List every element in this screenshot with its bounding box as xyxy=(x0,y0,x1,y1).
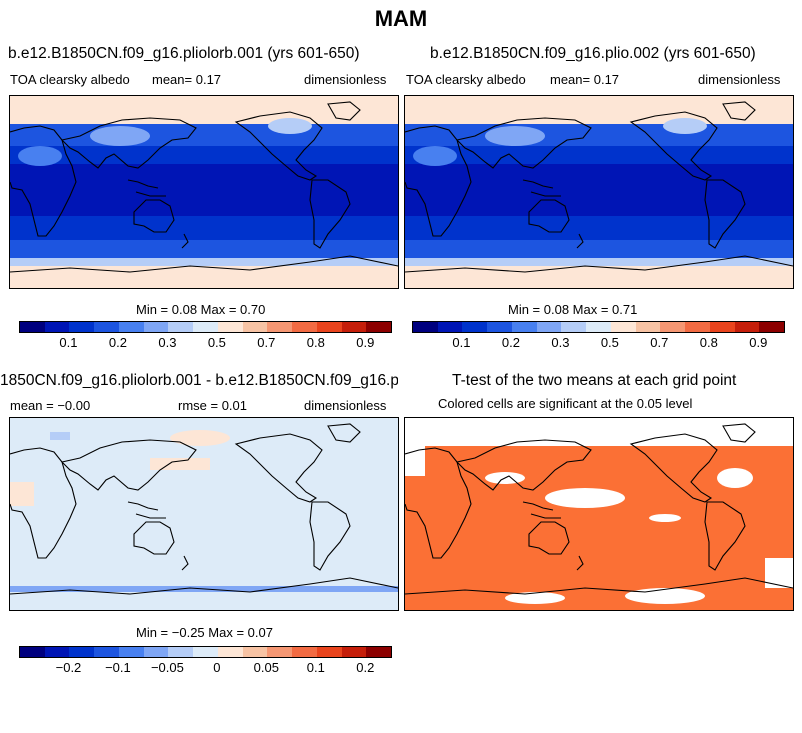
colorbar-swatch xyxy=(168,322,194,332)
colorbar-swatch xyxy=(193,647,218,657)
colorbar-tick-label: 0.2 xyxy=(501,335,520,350)
panel-1-title: b.e12.B1850CN.f09_g16.pliolorb.001 (yrs … xyxy=(8,45,360,62)
colorbar-swatch xyxy=(217,322,243,332)
colorbar-swatch xyxy=(586,322,611,332)
colorbar-swatch xyxy=(610,322,636,332)
colorbar-tick-label: 0.7 xyxy=(650,335,669,350)
colorbar-tick-label: 0.5 xyxy=(207,335,226,350)
colorbar-swatch xyxy=(217,647,243,657)
colorbar-swatch xyxy=(69,322,95,332)
panel-2-colorbar xyxy=(412,321,785,333)
colorbar-swatch xyxy=(316,322,342,332)
colorbar-swatch xyxy=(242,322,268,332)
colorbar-swatch xyxy=(341,647,367,657)
panel-1-map xyxy=(9,95,399,289)
colorbar-tick-label: 0.2 xyxy=(108,335,127,350)
colorbar-tick-label: −0.05 xyxy=(150,660,184,675)
colorbar-swatch xyxy=(413,322,438,332)
colorbar-swatch xyxy=(292,647,317,657)
colorbar-swatch xyxy=(316,647,342,657)
colorbar-tick-label: 0.2 xyxy=(356,660,375,675)
colorbar-swatch xyxy=(437,322,463,332)
colorbar-swatch xyxy=(44,322,70,332)
colorbar-swatch xyxy=(536,322,562,332)
panel-1-units-label: dimensionless xyxy=(304,72,387,87)
panel-2-map xyxy=(404,95,794,289)
colorbar-swatch xyxy=(94,647,119,657)
colorbar-swatch xyxy=(118,647,144,657)
panel-1-min-max: Min = 0.08 Max = 0.70 xyxy=(136,302,266,317)
panel-2-min-max: Min = 0.08 Max = 0.71 xyxy=(508,302,638,317)
colorbar-swatch xyxy=(143,647,169,657)
colorbar-swatch xyxy=(487,322,512,332)
panel-2-mean-label: mean= 0.17 xyxy=(550,72,620,87)
colorbar-swatch xyxy=(366,647,392,657)
colorbar-swatch xyxy=(292,322,317,332)
colorbar-swatch xyxy=(44,647,70,657)
colorbar-tick-label: 0.8 xyxy=(699,335,718,350)
colorbar-tick-label: 0.1 xyxy=(306,660,325,675)
colorbar-swatch xyxy=(511,322,537,332)
colorbar-swatch xyxy=(660,322,686,332)
panel-3-rmse-label: rmse = 0.01 xyxy=(178,398,248,413)
colorbar-tick-label: 0.9 xyxy=(749,335,768,350)
colorbar-tick-label: 0.1 xyxy=(452,335,471,350)
panel-1-mean-label: mean= 0.17 xyxy=(152,72,222,87)
colorbar-swatch xyxy=(94,322,119,332)
panel-3-colorbar xyxy=(19,646,392,658)
colorbar-swatch xyxy=(242,647,268,657)
panel-3-min-max: Min = −0.25 Max = 0.07 xyxy=(136,625,273,640)
colorbar-swatch xyxy=(561,322,587,332)
colorbar-tick-label: 0.05 xyxy=(253,660,279,675)
colorbar-swatch xyxy=(759,322,785,332)
colorbar-swatch xyxy=(462,322,488,332)
colorbar-tick-label: 0.7 xyxy=(257,335,276,350)
colorbar-swatch xyxy=(168,647,194,657)
colorbar-tick-label: −0.1 xyxy=(105,660,131,675)
colorbar-swatch xyxy=(20,647,45,657)
colorbar-swatch xyxy=(20,322,45,332)
panel-3-map xyxy=(9,417,399,611)
colorbar-swatch xyxy=(734,322,760,332)
colorbar-tick-label: 0.3 xyxy=(551,335,570,350)
colorbar-swatch xyxy=(118,322,144,332)
colorbar-swatch xyxy=(635,322,661,332)
colorbar-tick-label: −0.2 xyxy=(55,660,82,675)
panel-4-map xyxy=(404,417,794,611)
panel-1-colorbar xyxy=(19,321,392,333)
colorbar-swatch xyxy=(709,322,735,332)
colorbar-swatch xyxy=(69,647,95,657)
colorbar-swatch xyxy=(193,322,218,332)
panel-1-variable-label: TOA clearsky albedo xyxy=(10,72,130,87)
colorbar-tick-label: 0.3 xyxy=(158,335,177,350)
colorbar-tick-label: 0 xyxy=(213,660,221,675)
colorbar-tick-label: 0.5 xyxy=(600,335,619,350)
colorbar-swatch xyxy=(143,322,169,332)
panel-3-title: 1850CN.f09_g16.pliolorb.001 - b.e12.B185… xyxy=(0,372,398,389)
colorbar-tick-label: 0.1 xyxy=(59,335,78,350)
figure-title: MAM xyxy=(374,6,428,31)
panel-2-units-label: dimensionless xyxy=(698,72,781,87)
colorbar-swatch xyxy=(366,322,392,332)
colorbar-tick-label: 0.9 xyxy=(356,335,375,350)
panel-4-subtitle: Colored cells are significant at the 0.0… xyxy=(438,396,693,411)
colorbar-swatch xyxy=(341,322,367,332)
colorbar-swatch xyxy=(685,322,710,332)
panel-4-title: T-test of the two means at each grid poi… xyxy=(452,372,737,389)
colorbar-swatch xyxy=(267,322,293,332)
panel-2-variable-label: TOA clearsky albedo xyxy=(406,72,526,87)
colorbar-swatch xyxy=(267,647,293,657)
panel-2-title: b.e12.B1850CN.f09_g16.plio.002 (yrs 601-… xyxy=(430,45,756,62)
panel-3-units-label: dimensionless xyxy=(304,398,387,413)
colorbar-tick-label: 0.8 xyxy=(306,335,325,350)
panel-3-mean-label: mean = −0.00 xyxy=(10,398,91,413)
